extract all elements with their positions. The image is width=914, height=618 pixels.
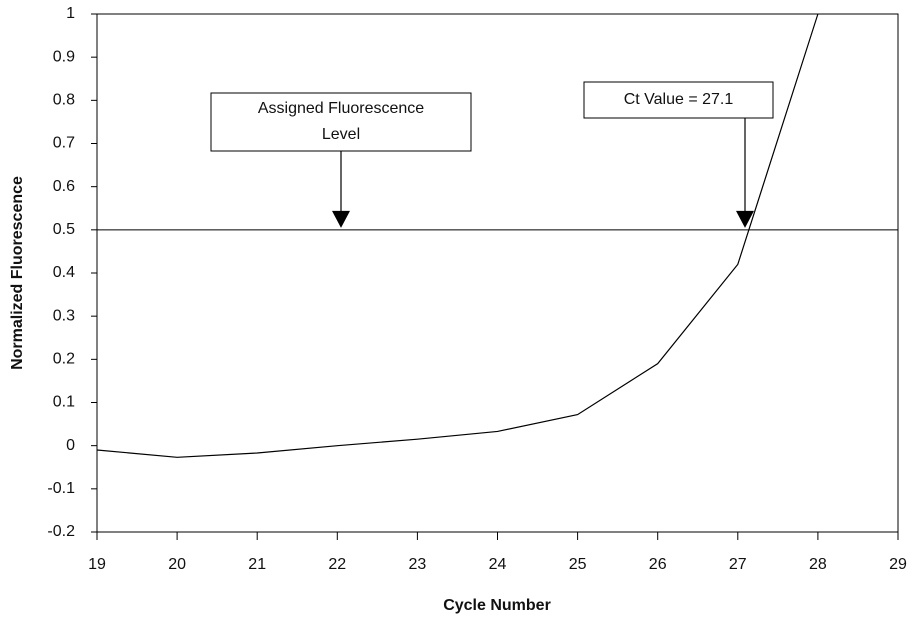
x-axis-title: Cycle Number [443, 597, 551, 614]
annotation-text: Assigned Fluorescence [258, 100, 424, 117]
y-tick-label: 0.7 [53, 135, 75, 152]
annotation-arrowhead [332, 210, 350, 228]
data-line [96, 13, 819, 458]
x-tick-label: 24 [489, 556, 507, 573]
y-axis-title: Normalized Fluorescence [9, 176, 26, 370]
y-tick-label: 0.3 [53, 307, 75, 324]
y-tick-label: 0.4 [53, 264, 75, 281]
x-tick-label: 19 [88, 556, 106, 573]
x-tick-label: 23 [409, 556, 427, 573]
y-tick-label: 0.9 [53, 48, 75, 65]
y-tick-label: 0 [66, 437, 75, 454]
plot-frame [96, 13, 899, 533]
x-tick-label: 20 [168, 556, 186, 573]
x-tick-label: 28 [809, 556, 827, 573]
y-tick-label: 1 [66, 5, 75, 22]
x-tick-label: 25 [569, 556, 587, 573]
x-tick-label: 26 [649, 556, 667, 573]
annotation-text: Level [322, 126, 360, 143]
y-tick-label: 0.8 [53, 92, 75, 109]
y-tick-label: 0.5 [53, 221, 75, 238]
y-tick-label: -0.2 [47, 523, 75, 540]
x-tick-label: 29 [889, 556, 907, 573]
annotation-box [210, 92, 472, 152]
annotation-box [583, 81, 774, 119]
annotation-arrowhead [736, 210, 754, 228]
y-tick-label: 0.6 [53, 178, 75, 195]
y-tick-label: 0.1 [53, 394, 75, 411]
y-tick-label: -0.1 [47, 480, 75, 497]
x-tick-label: 21 [248, 556, 266, 573]
x-tick-label: 27 [729, 556, 747, 573]
x-tick-label: 22 [328, 556, 346, 573]
y-tick-label: 0.2 [53, 351, 75, 368]
annotation-text: Ct Value = 27.1 [624, 91, 734, 108]
